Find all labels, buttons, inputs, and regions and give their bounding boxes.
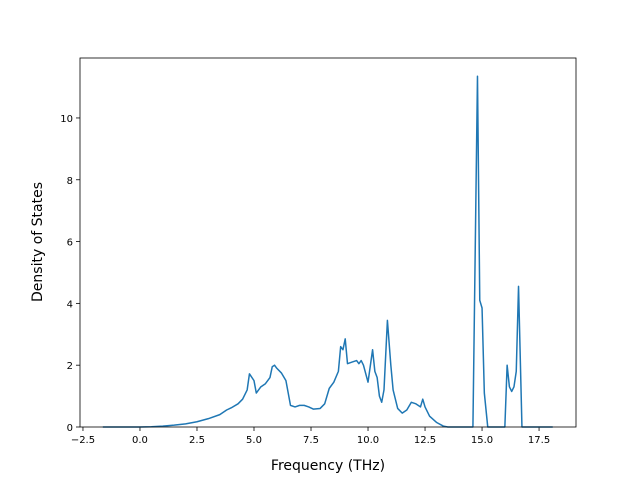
x-tick-label: 5.0	[246, 435, 262, 446]
x-tick-label: 7.5	[303, 435, 319, 446]
y-tick-label: 8	[67, 176, 73, 187]
x-tick-label: −2.5	[71, 435, 95, 446]
plot-frame	[79, 57, 577, 428]
x-tick-label: 0.0	[132, 435, 148, 446]
x-tick-label: 2.5	[189, 435, 205, 446]
y-tick-label: 4	[67, 299, 73, 310]
x-tick-label: 15.0	[471, 435, 493, 446]
x-axis-label: Frequency (THz)	[271, 458, 385, 474]
y-axis-label: Density of States	[30, 182, 46, 302]
y-tick-label: 10	[60, 114, 73, 125]
dos-line	[102, 75, 553, 428]
x-tick-label: 12.5	[414, 435, 436, 446]
y-tick-label: 6	[67, 238, 73, 249]
y-tick-label: 2	[67, 361, 73, 372]
y-tick-label: 0	[67, 423, 73, 434]
x-tick-label: 17.5	[528, 435, 550, 446]
x-tick-label: 10.0	[357, 435, 379, 446]
